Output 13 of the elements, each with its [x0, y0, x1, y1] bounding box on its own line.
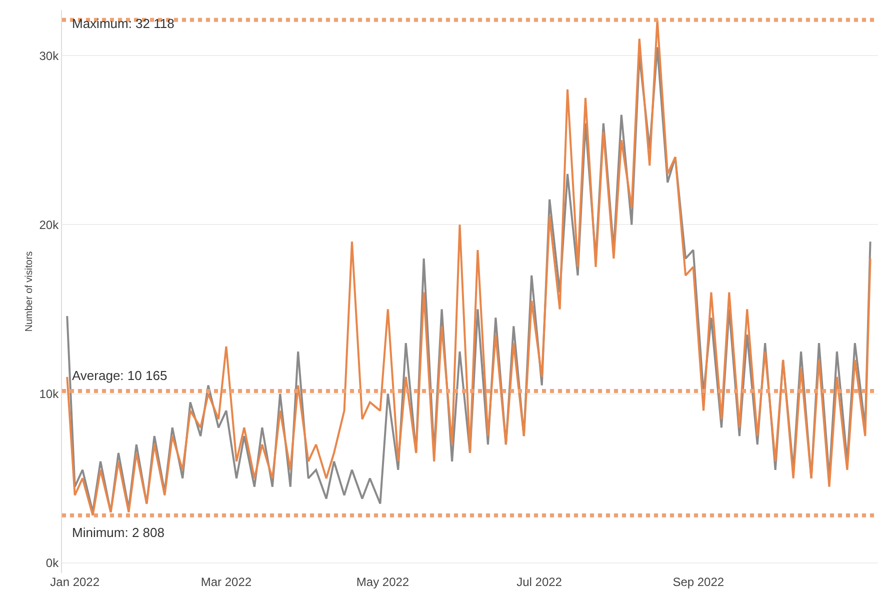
ref-line-label: Minimum: 2 808	[72, 525, 164, 540]
x-tick-label: May 2022	[356, 575, 410, 589]
x-tick-label: Jan 2022	[50, 575, 100, 589]
ref-line-label: Maximum: 32 118	[72, 16, 174, 31]
y-tick-label: 0k	[46, 556, 60, 570]
y-tick-label: 30k	[39, 48, 60, 63]
y-axis-title: Number of visitors	[24, 251, 35, 332]
x-tick-label: Mar 2022	[200, 575, 252, 589]
x-tick-label: Jul 2022	[516, 575, 562, 589]
x-tick-label: Sep 2022	[672, 575, 724, 589]
y-tick-label: 10k	[39, 386, 60, 401]
y-tick-label: 20k	[39, 218, 60, 232]
ref-line-label: Average: 10 165	[72, 368, 168, 383]
